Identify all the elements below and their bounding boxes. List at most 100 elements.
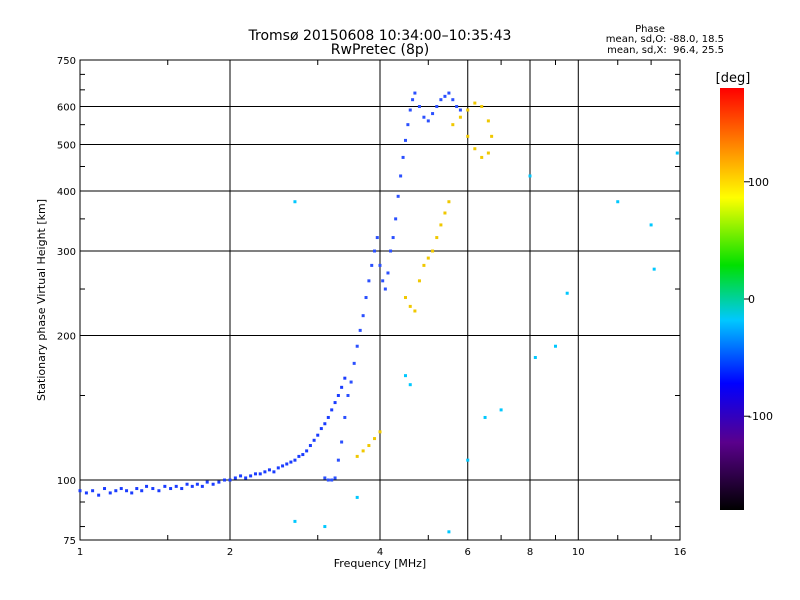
data-point	[333, 476, 337, 480]
data-point	[373, 249, 377, 253]
data-point	[406, 123, 410, 127]
data-point	[399, 174, 403, 178]
data-point	[330, 408, 334, 412]
data-point	[289, 460, 293, 464]
data-point	[316, 433, 320, 437]
y-tick-label: 500	[57, 141, 76, 152]
data-point	[383, 287, 387, 291]
data-point	[326, 415, 330, 419]
data-point	[431, 249, 435, 253]
data-point	[336, 394, 340, 398]
data-point	[435, 105, 439, 109]
data-point	[447, 200, 451, 204]
data-point	[411, 98, 415, 102]
data-point	[649, 223, 653, 227]
data-point	[389, 249, 393, 253]
data-point	[443, 211, 447, 215]
data-point	[466, 134, 470, 138]
data-point	[408, 108, 412, 112]
data-point	[417, 105, 421, 109]
data-point	[293, 519, 297, 523]
data-point	[249, 474, 253, 478]
data-point	[378, 430, 382, 434]
data-point	[233, 476, 237, 480]
y-tick-label: 100	[57, 476, 76, 487]
data-point	[431, 112, 435, 116]
data-point	[108, 491, 112, 495]
data-point	[466, 108, 470, 112]
data-point	[323, 422, 327, 426]
data-point	[293, 458, 297, 462]
y-axis-label: Stationary phase Virtual Height [km]	[35, 199, 48, 401]
data-point	[367, 444, 371, 448]
data-point	[565, 291, 569, 295]
data-point	[312, 438, 316, 442]
data-point	[355, 495, 359, 499]
data-point	[267, 468, 271, 472]
data-point	[272, 470, 276, 474]
x-tick-label: 10	[572, 547, 585, 558]
data-point	[281, 464, 285, 468]
colorbar-tick-label: -100	[748, 410, 773, 423]
x-axis-label: Frequency [MHz]	[334, 557, 426, 570]
data-point	[413, 309, 417, 313]
data-point	[200, 484, 204, 488]
data-point	[151, 487, 155, 491]
x-tick-label: 1	[77, 547, 83, 558]
data-point	[174, 484, 178, 488]
data-point	[211, 482, 215, 486]
data-point	[490, 134, 494, 138]
phase-stats-title: Phase	[635, 24, 665, 35]
data-point	[346, 394, 350, 398]
data-point	[378, 263, 382, 267]
data-point	[528, 174, 532, 178]
data-point	[394, 217, 398, 221]
grid-lines	[80, 60, 680, 540]
y-tick-label: 750	[57, 56, 76, 67]
data-point	[185, 482, 189, 486]
data-point	[258, 472, 262, 476]
data-point	[145, 484, 149, 488]
data-point	[458, 108, 462, 112]
data-point	[358, 328, 362, 332]
data-point	[403, 296, 407, 300]
data-point	[103, 487, 107, 491]
data-point	[451, 123, 455, 127]
x-tick-label: 4	[377, 547, 383, 558]
data-point	[355, 454, 359, 458]
data-point	[455, 105, 459, 109]
data-point	[486, 119, 490, 123]
data-point	[367, 279, 371, 283]
data-point	[205, 480, 209, 484]
tick-labels: 1 2 4 6 8 10 16 75 100 200 300 400 500 600 750	[57, 56, 686, 558]
data-point	[285, 462, 289, 466]
data-point	[370, 263, 374, 267]
data-point	[319, 427, 323, 431]
data-point	[323, 476, 327, 480]
data-point	[486, 151, 490, 155]
data-point	[403, 374, 407, 378]
y-tick-label: 200	[57, 332, 76, 343]
chart-subtitle: RwPretec (8p)	[331, 42, 429, 58]
data-point	[305, 449, 309, 453]
phase-stats-x: mean, sd,X: 96.4, 25.5	[607, 45, 724, 56]
data-point	[533, 355, 537, 359]
data-point	[473, 101, 477, 105]
data-point	[195, 482, 199, 486]
data-point	[480, 155, 484, 159]
data-point	[340, 385, 344, 389]
data-point	[119, 487, 123, 491]
data-point	[401, 155, 405, 159]
data-point	[239, 474, 243, 478]
data-point	[355, 344, 359, 348]
data-point	[408, 383, 412, 387]
data-point	[217, 480, 221, 484]
data-point	[381, 279, 385, 283]
data-point	[125, 489, 129, 493]
data-point	[499, 408, 503, 412]
data-point	[652, 267, 656, 271]
data-point	[426, 256, 430, 260]
y-tick-label: 600	[57, 103, 76, 114]
data-point	[447, 91, 451, 95]
data-point	[293, 200, 297, 204]
